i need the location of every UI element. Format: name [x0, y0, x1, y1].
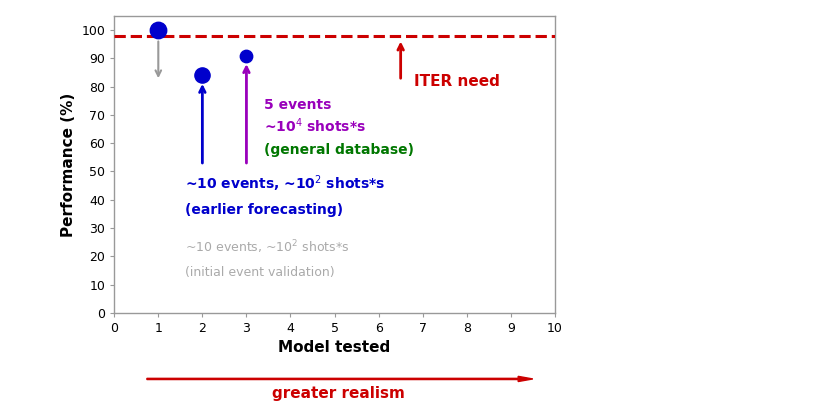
- X-axis label: Model tested: Model tested: [278, 340, 391, 355]
- Text: (earlier forecasting): (earlier forecasting): [184, 203, 343, 217]
- Point: [152, 27, 165, 33]
- Text: ~10 events, ~10$^2$ shots*s: ~10 events, ~10$^2$ shots*s: [184, 174, 385, 194]
- Text: greater realism: greater realism: [273, 386, 405, 401]
- Text: ~10 events, ~10$^2$ shots*s: ~10 events, ~10$^2$ shots*s: [184, 239, 349, 256]
- Text: ~10$^4$ shots*s: ~10$^4$ shots*s: [264, 116, 366, 135]
- Text: (general database): (general database): [264, 143, 414, 157]
- Text: ITER need: ITER need: [414, 73, 499, 89]
- Text: 5 events: 5 events: [264, 98, 331, 112]
- Point: [240, 53, 253, 59]
- Y-axis label: Performance (%): Performance (%): [60, 92, 76, 237]
- Point: [196, 72, 209, 79]
- Text: (initial event validation): (initial event validation): [184, 266, 335, 279]
